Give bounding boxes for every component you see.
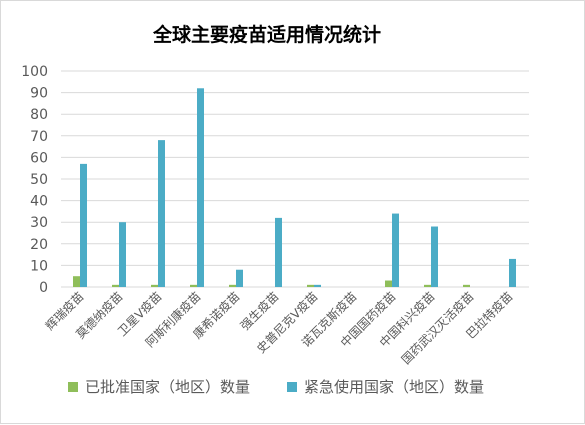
bar-emergency: [119, 222, 126, 287]
y-tick-label: 30: [30, 215, 48, 231]
bar-approved: [112, 284, 119, 287]
bar-emergency: [392, 213, 399, 287]
bar-emergency: [197, 88, 204, 287]
gridlines: [61, 70, 529, 288]
bar-approved: [229, 284, 236, 287]
y-tick-label: 40: [30, 194, 48, 210]
bar-approved: [385, 280, 392, 287]
x-tick-label: 国药武汉灭活疫苗: [398, 289, 476, 367]
bar-emergency: [314, 284, 321, 287]
y-tick-label: 60: [30, 150, 48, 166]
bar-emergency: [509, 258, 516, 287]
y-axis-ticks: 0 10 20 30 40 50 60 70 80 90 100: [21, 64, 48, 296]
legend-swatch: [68, 382, 78, 392]
y-tick-label: 10: [30, 258, 48, 274]
bar-emergency: [275, 217, 282, 287]
bar-approved: [190, 284, 197, 287]
bar-emergency: [158, 140, 165, 287]
y-tick-label: 100: [21, 64, 48, 80]
bar-approved: [151, 284, 158, 287]
chart-title: 全球主要疫苗适用情况统计: [152, 23, 381, 46]
x-axis-ticks: 辉瑞疫苗莫德纳疫苗卫星V疫苗阿斯利康疫苗康希诺疫苗强生疫苗史普尼克V疫苗诺瓦克斯…: [42, 289, 516, 367]
legend: 已批准国家（地区）数量 紧急使用国家（地区）数量: [68, 378, 484, 396]
bars: [73, 88, 516, 287]
y-tick-label: 90: [30, 86, 48, 102]
legend-label: 已批准国家（地区）数量: [85, 378, 250, 396]
legend-label: 紧急使用国家（地区）数量: [304, 378, 484, 396]
y-tick-label: 70: [30, 129, 48, 145]
bar-emergency: [80, 163, 87, 287]
y-tick-label: 20: [30, 237, 48, 253]
bar-approved: [73, 276, 80, 287]
legend-swatch: [287, 382, 297, 392]
y-tick-label: 0: [39, 280, 48, 296]
bar-emergency: [431, 226, 438, 287]
y-tick-label: 80: [30, 107, 48, 123]
bar-approved: [307, 284, 314, 287]
y-tick-label: 50: [30, 172, 48, 188]
bar-approved: [463, 284, 470, 287]
bar-approved: [424, 284, 431, 287]
bar-emergency: [236, 269, 243, 287]
